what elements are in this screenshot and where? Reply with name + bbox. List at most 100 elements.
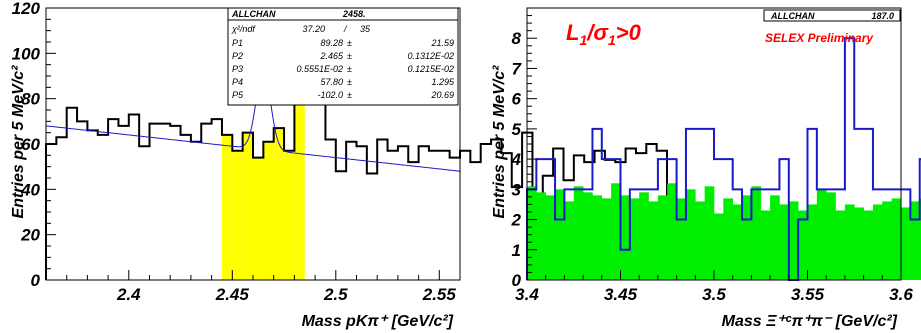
left-stats-param-error: 1.295 [431,77,455,87]
left-stats-chi2-label: χ²/ndf [231,24,256,34]
background-bar [685,189,696,280]
background-bar [826,192,836,280]
left-stats-param-name: P2 [232,51,243,61]
right-x-axis-title: Mass Ξ⁺ᶜπ⁺π⁻ [GeV/c²] [722,313,898,330]
left-stats-ndf-sep: / [343,24,348,34]
l-y-tick-label: 120 [12,0,41,18]
left-stats-param-value: 2.465 [319,51,344,61]
r-y-tick-label: 0 [512,271,522,290]
left-stats-param-value: 57.80 [320,77,343,87]
left-stats-param-name: P4 [232,77,243,87]
background-bar [788,201,799,280]
background-bar [910,201,920,280]
background-bar [844,204,855,280]
background-bar [816,189,827,280]
background-bar [872,204,883,280]
right-y-axis-title: Entries per 5 MeV/c² [491,65,508,219]
background-bar [854,207,864,280]
background-bar [901,207,911,280]
left-stats-param-error: 21.59 [430,38,454,48]
background-bar [760,210,771,280]
left-stats-param-error: 0.1215E-02 [407,64,454,74]
background-bar [545,195,556,280]
left-stats-param-pm: ± [347,38,352,48]
left-histogram-outline [45,52,668,280]
left-stats-param-value: 89.28 [320,38,343,48]
background-bar [742,195,752,280]
l-x-tick-label: 2.55 [422,285,457,304]
r-y-tick-label: 2 [511,211,522,230]
r-y-tick-label: 1 [512,241,521,260]
r-x-tick-label: 3.6 [889,285,913,304]
right-stats-box: ALLCHAN 187.0 [763,9,901,22]
left-stats-title: ALLCHAN [231,9,276,19]
left-stats-param-pm: ± [347,51,352,61]
background-bar [704,186,715,280]
background-bar [751,186,762,280]
l-y-tick-label: 0 [31,271,41,290]
signal-region-bar [221,134,233,280]
l-y-tick-label: 60 [21,135,40,154]
background-bar [676,198,687,280]
signal-region-bar [253,157,264,280]
right-histogram-panel: 3.4 3.45 3.5 3.55 3.6 0 1 2 3 4 5 6 7 8 ALLCHAN 187.… [491,7,921,330]
l-y-tick-label: 40 [20,180,40,199]
background-bar [629,198,640,280]
background-bar [592,195,603,280]
signal-region-bar [242,132,253,280]
r-y-tick-label: 6 [512,90,522,109]
background-bar [835,210,846,280]
left-stats-param-name: P5 [232,90,244,100]
background-bar [601,198,612,280]
background-bar [863,210,874,280]
right-signal-outline [526,37,921,281]
left-x-axis-title: Mass pKπ⁺ [GeV/c²] [302,313,454,330]
r-y-tick-label: 5 [512,120,522,139]
l-x-tick-label: 2.45 [215,285,250,304]
right-stats-entries: 187.0 [871,11,894,21]
background-bar [779,204,790,280]
cut-label: L1/σ1>0 [566,20,642,48]
l-y-tick-label: 20 [20,226,40,245]
background-bar [891,198,902,280]
r-y-tick-label: 7 [512,59,523,78]
left-stats-param-pm: ± [347,77,352,87]
preliminary-label: SELEX Preliminary [765,31,874,45]
left-signal-region-fill [221,98,305,281]
background-bar [667,183,677,280]
background-bar [798,210,808,280]
signal-region-bar [294,98,305,281]
background-bar [639,192,649,280]
background-bar [573,186,584,280]
background-bar [527,186,537,280]
signal-region-bar [273,128,285,280]
r-y-tick-label: 8 [512,29,522,48]
r-x-tick-label: 3.45 [604,285,638,304]
left-fit-curve [45,69,461,172]
background-bar [807,204,818,280]
r-y-tick-label: 3 [512,180,522,199]
left-stats-param-pm: ± [347,64,352,74]
left-stats-param-pm: ± [347,90,352,100]
r-y-tick-label: 4 [511,150,522,169]
l-x-tick-label: 2.5 [323,285,348,304]
left-stats-param-name: P1 [232,38,243,48]
r-x-tick-label: 3.55 [791,285,825,304]
l-y-tick-label: 100 [12,44,41,63]
left-stats-ndf: 35 [360,24,371,34]
background-bar [919,198,921,280]
left-stats-entries: 2458. [342,9,366,19]
background-bar [732,204,743,280]
background-bar [714,213,724,280]
r-x-tick-label: 3.4 [515,285,539,304]
background-bar [555,189,565,280]
left-stats-param-value: -102.0 [317,90,343,100]
background-bar [564,201,575,280]
right-background-fill [527,183,921,280]
right-stats-title: ALLCHAN [770,11,815,21]
background-bar [723,198,733,280]
signal-region-bar [232,150,243,280]
background-bar [648,201,659,280]
